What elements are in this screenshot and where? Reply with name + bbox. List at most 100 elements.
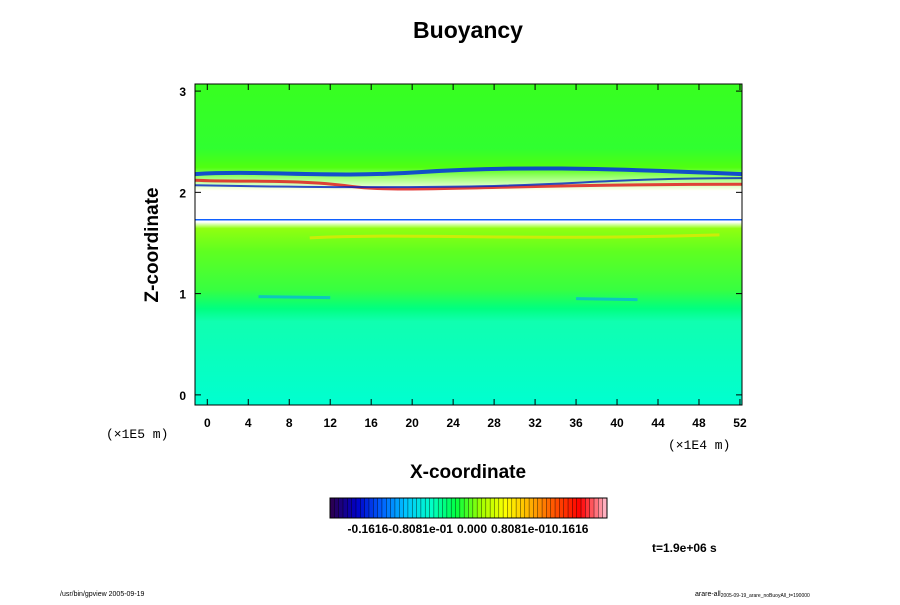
colorbar-cell xyxy=(537,498,543,518)
x-axis-ticks: 0 4 8 12 16 20 24 28 32 36 40 44 48 52 xyxy=(204,84,747,430)
y-tick-label: 3 xyxy=(179,85,186,99)
colorbar-cell xyxy=(364,498,370,518)
colorbar-cell xyxy=(546,498,552,518)
colorbar-cell xyxy=(568,498,573,518)
y-axis-title: Z-coordinate xyxy=(142,187,163,302)
colorbar-cell xyxy=(416,498,422,518)
y-tick-label: 2 xyxy=(179,186,186,200)
x-tick-label: 16 xyxy=(365,416,379,430)
colorbar-cell xyxy=(334,498,339,518)
colorbar-cell xyxy=(412,498,417,518)
x-tick-label: 8 xyxy=(286,416,293,430)
colorbar-cell xyxy=(399,498,404,518)
colorbar-cell xyxy=(602,498,608,518)
chart-title: Buoyancy xyxy=(413,17,523,43)
colorbar-cell xyxy=(338,498,344,518)
colorbar-cell xyxy=(347,498,352,518)
colorbar-tick-label: -0.1616 xyxy=(348,522,389,536)
x-tick-label: 0 xyxy=(204,416,211,430)
y-tick-label: 0 xyxy=(179,389,186,403)
colorbar-cell xyxy=(420,498,426,518)
x-tick-label: 48 xyxy=(692,416,706,430)
colorbar-cell xyxy=(355,498,361,518)
colorbar-cell xyxy=(559,498,565,518)
colorbar-cell xyxy=(555,498,560,518)
colorbar-cell xyxy=(394,498,400,518)
colorbar-cell xyxy=(581,498,586,518)
colorbar-cell xyxy=(598,498,603,518)
colorbar-cell xyxy=(351,498,357,518)
footer-left: /usr/bin/gpview 2005-09-19 xyxy=(60,591,145,598)
colorbar-cell xyxy=(446,498,452,518)
x-tick-label: 20 xyxy=(405,416,419,430)
colorbar-cell xyxy=(373,498,378,518)
colorbar-tick-labels: -0.1616-0.8081e-01 0.000 0.8081e-010.1616 xyxy=(348,522,589,536)
colorbar-cell xyxy=(477,498,482,518)
colorbar-cell xyxy=(451,498,456,518)
colorbar-cell xyxy=(576,498,582,518)
colorbar-cell xyxy=(585,498,590,518)
colorbar-cell xyxy=(516,498,521,518)
x-tick-label: 28 xyxy=(487,416,501,430)
colorbar-cell xyxy=(459,498,465,518)
colorbar-cell xyxy=(485,498,491,518)
colorbar-cell xyxy=(429,498,435,518)
red-streak xyxy=(194,178,743,191)
heatmap-field xyxy=(195,84,742,405)
colorbar-cell xyxy=(524,498,530,518)
x-axis-unit: (×1E4 m) xyxy=(668,438,730,453)
colorbar-cell xyxy=(390,498,396,518)
colorbar-cell xyxy=(464,498,469,518)
colorbar-cell xyxy=(442,498,448,518)
colorbar-cell xyxy=(433,498,439,518)
colorbar-frame xyxy=(329,497,608,519)
x-tick-label: 52 xyxy=(733,416,747,430)
upper-blue-streak xyxy=(194,166,743,177)
y-axis-ticks: 0 1 2 3 xyxy=(179,85,742,403)
colorbar-cell xyxy=(594,498,599,518)
colorbar-cell xyxy=(572,498,578,518)
colorbar-cell xyxy=(511,498,517,518)
colorbar-cell xyxy=(529,498,534,518)
colorbar-tick-label: 0.1616 xyxy=(552,522,589,536)
colorbar-cell xyxy=(481,498,487,518)
colorbar-cell xyxy=(330,498,335,518)
y-axis-unit: (×1E5 m) xyxy=(106,427,168,442)
lower-blue-streak xyxy=(194,177,743,189)
colorbar-cell xyxy=(438,498,443,518)
colorbar-cell xyxy=(563,498,569,518)
colorbar-cell xyxy=(472,498,478,518)
colorbar-tick-label: 0.000 xyxy=(457,522,487,536)
colorbar-cell xyxy=(403,498,409,518)
footer-right: arare-all2005-09-19_arare_noBuoyAll_t=19… xyxy=(695,591,810,599)
colorbar-cell xyxy=(377,498,383,518)
colorbar-cell xyxy=(455,498,461,518)
colorbar-cell xyxy=(386,498,391,518)
colorbar-cell xyxy=(342,498,348,518)
colorbar-tick-label: 0.8081e-01 xyxy=(491,522,552,536)
colorbar-cell xyxy=(520,498,526,518)
plot-area xyxy=(194,83,743,406)
field-features xyxy=(194,166,743,302)
x-tick-label: 44 xyxy=(651,416,665,430)
y-tick-label: 1 xyxy=(179,288,186,302)
x-tick-label: 12 xyxy=(324,416,338,430)
yellow-streak xyxy=(309,233,720,240)
x-tick-label: 40 xyxy=(610,416,624,430)
colorbar-cell xyxy=(368,498,374,518)
footer-right-main: arare-all xyxy=(695,591,721,598)
colorbar-cell xyxy=(589,498,595,518)
colorbar-cell xyxy=(550,498,556,518)
colorbar-cell xyxy=(498,498,504,518)
colorbar xyxy=(329,497,608,519)
colorbar-cell xyxy=(468,498,474,518)
colorbar-cell xyxy=(542,498,547,518)
colorbar-cell xyxy=(507,498,513,518)
plot-frame xyxy=(194,83,743,406)
footer-right-sub: 2005-09-19_arare_noBuoyAll_t=190000 xyxy=(721,593,810,599)
time-label: t=1.9e+06 s xyxy=(652,541,717,555)
colorbar-cell xyxy=(425,498,430,518)
x-tick-label: 36 xyxy=(569,416,583,430)
